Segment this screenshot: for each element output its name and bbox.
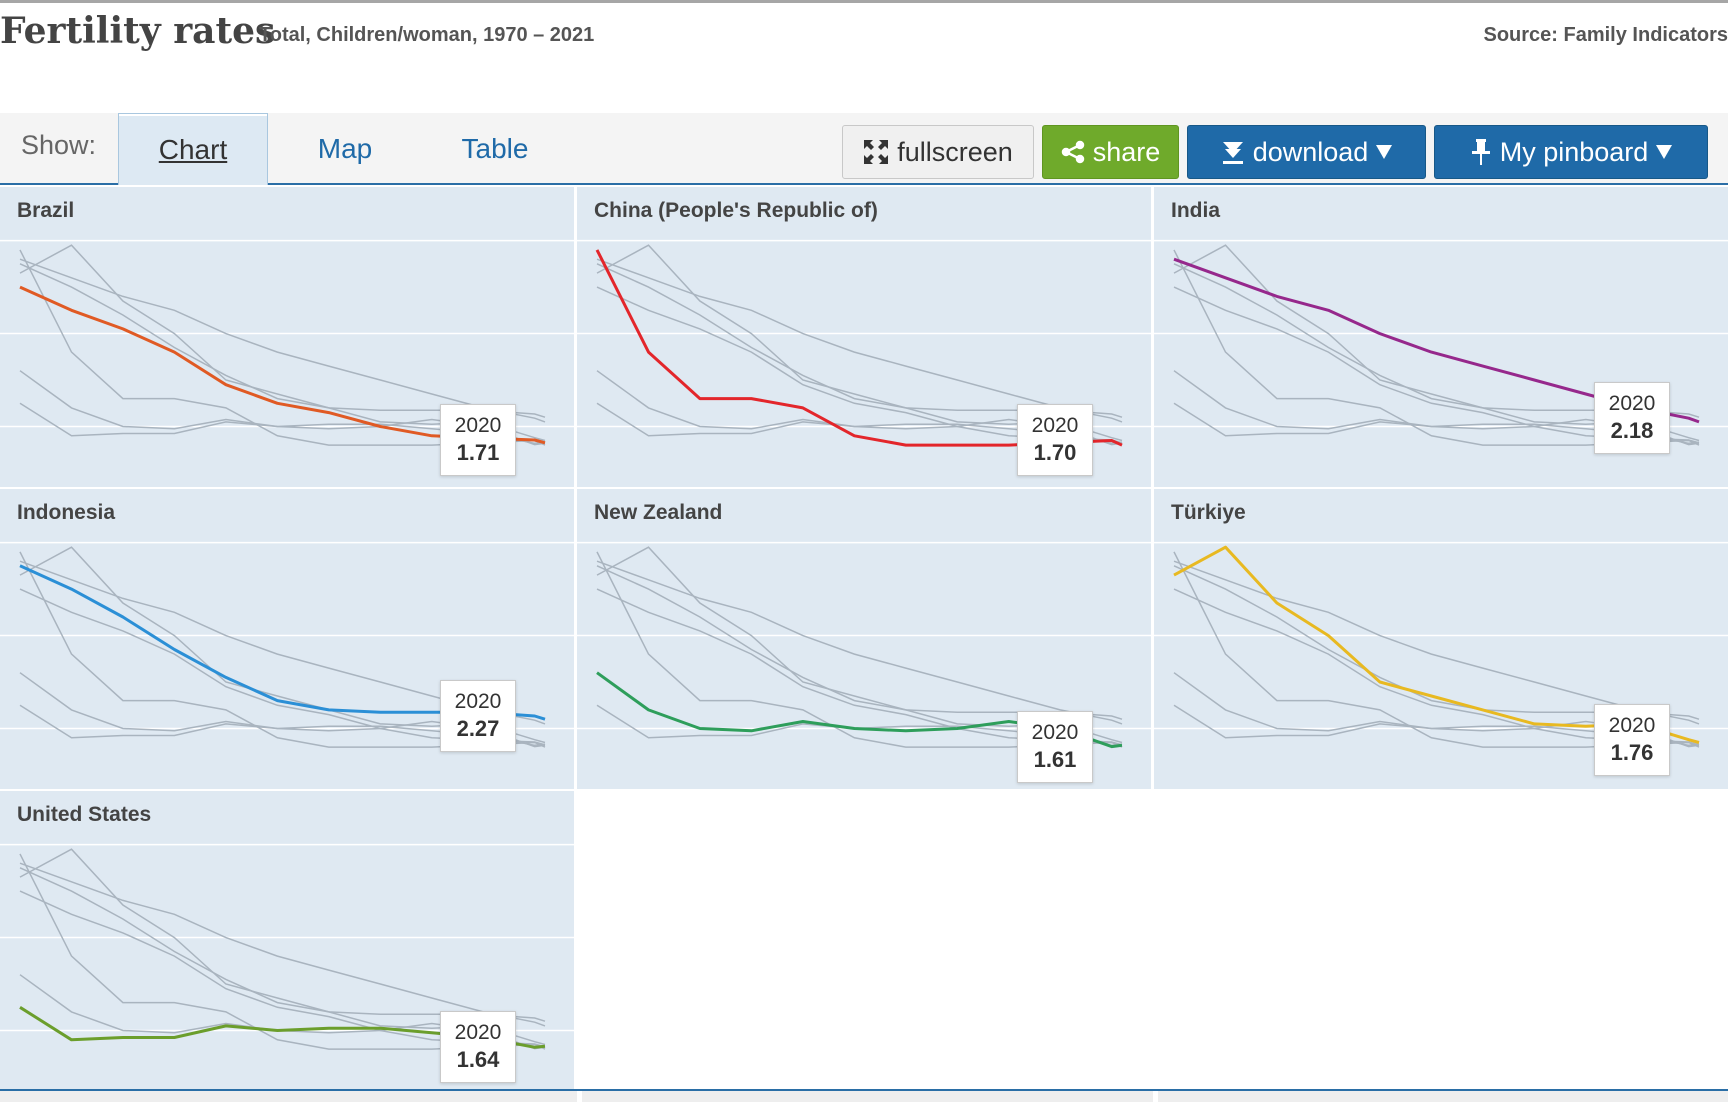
value-tooltip: 2020 1.76 [1594, 703, 1670, 776]
tab-chart[interactable]: Chart [118, 113, 268, 185]
footer-divider [577, 1091, 582, 1102]
context-series-line [596, 565, 1123, 720]
top-border [0, 0, 1728, 3]
chart-panel: United States 2020 1.64 [0, 791, 574, 1091]
chart-panel: Indonesia 2020 2.27 [0, 489, 574, 789]
tooltip-value: 1.76 [1610, 739, 1654, 765]
pin-icon [1470, 138, 1492, 166]
chart-panel: China (People's Republic of) 2020 1.70 [577, 187, 1151, 487]
tooltip-year: 2020 [454, 689, 502, 713]
panel-title: New Zealand [594, 501, 723, 524]
show-label: Show: [21, 130, 97, 160]
context-series-line [596, 560, 1123, 725]
chart-panel: Türkiye 2020 1.76 [1154, 489, 1728, 789]
context-series-line [19, 867, 546, 1022]
chart-panel: Brazil 2020 1.71 [0, 187, 574, 487]
pinboard-label: My pinboard [1499, 136, 1649, 167]
context-series-line [19, 862, 546, 1027]
tooltip-value: 1.61 [1033, 746, 1077, 772]
tooltip-value: 1.71 [456, 439, 500, 465]
caret-down-icon [1656, 145, 1673, 159]
tooltip-year: 2020 [1608, 392, 1656, 416]
share-label: share [1092, 136, 1161, 167]
download-button[interactable]: download [1187, 125, 1426, 179]
panel-title: China (People's Republic of) [594, 199, 878, 222]
panel-title: Indonesia [17, 501, 116, 524]
panel-title: Brazil [17, 199, 75, 222]
caret-down-icon [1376, 145, 1393, 159]
chart-panel: New Zealand 2020 1.61 [577, 489, 1151, 789]
footer-strip [0, 1091, 1728, 1102]
download-icon [1221, 139, 1245, 165]
download-label: download [1252, 136, 1369, 167]
tooltip-value: 2.27 [456, 715, 500, 741]
context-series-line [19, 263, 546, 418]
value-tooltip: 2020 2.27 [440, 679, 516, 752]
context-series-line [596, 263, 1123, 418]
page-subtitle: Total, Children/woman, 1970 – 2021 [259, 24, 595, 46]
tab-map[interactable]: Map [317, 133, 373, 164]
tooltip-year: 2020 [1031, 720, 1079, 744]
context-series-line [1173, 560, 1700, 725]
fullscreen-label: fullscreen [897, 136, 1013, 167]
footer-divider [1153, 1091, 1158, 1102]
tooltip-year: 2020 [454, 1021, 502, 1045]
share-button[interactable]: share [1042, 125, 1179, 179]
tab-table[interactable]: Table [461, 133, 529, 164]
tooltip-value: 1.70 [1033, 440, 1077, 466]
bottom-border [0, 1089, 1728, 1091]
value-tooltip: 2020 1.70 [1017, 404, 1093, 477]
view-toolbar: Show: Chart Map Table fullscreen share d… [0, 113, 1728, 185]
value-tooltip: 2020 2.18 [1594, 382, 1670, 455]
tooltip-value: 1.64 [456, 1047, 500, 1073]
pinboard-button[interactable]: My pinboard [1434, 125, 1708, 179]
chart-panel: India 2020 2.18 [1154, 187, 1728, 487]
context-series-line [19, 258, 546, 423]
fullscreen-button[interactable]: fullscreen [842, 125, 1034, 179]
tooltip-value: 2.18 [1610, 418, 1654, 444]
value-tooltip: 2020 1.64 [440, 1011, 516, 1084]
value-tooltip: 2020 1.71 [440, 403, 516, 476]
share-icon [1061, 140, 1085, 164]
panel-title: India [1171, 199, 1221, 222]
source-label: Source: Family Indicators [1483, 24, 1728, 46]
panel-title: Türkiye [1171, 501, 1246, 524]
expand-icon [863, 139, 889, 165]
tooltip-year: 2020 [1031, 414, 1079, 438]
page-title: Fertility rates [0, 10, 276, 52]
context-series-line [596, 258, 1123, 423]
value-tooltip: 2020 1.61 [1017, 710, 1093, 783]
panel-title: United States [17, 803, 152, 826]
tooltip-year: 2020 [1608, 713, 1656, 737]
tooltip-year: 2020 [454, 413, 502, 437]
